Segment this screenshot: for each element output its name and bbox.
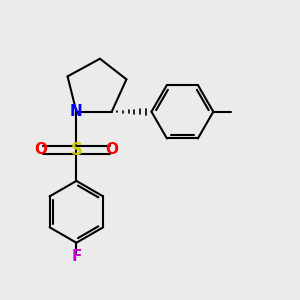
- Text: N: N: [69, 104, 82, 119]
- Text: S: S: [70, 141, 83, 159]
- Text: F: F: [71, 249, 82, 264]
- Text: O: O: [105, 142, 118, 158]
- Text: O: O: [34, 142, 48, 158]
